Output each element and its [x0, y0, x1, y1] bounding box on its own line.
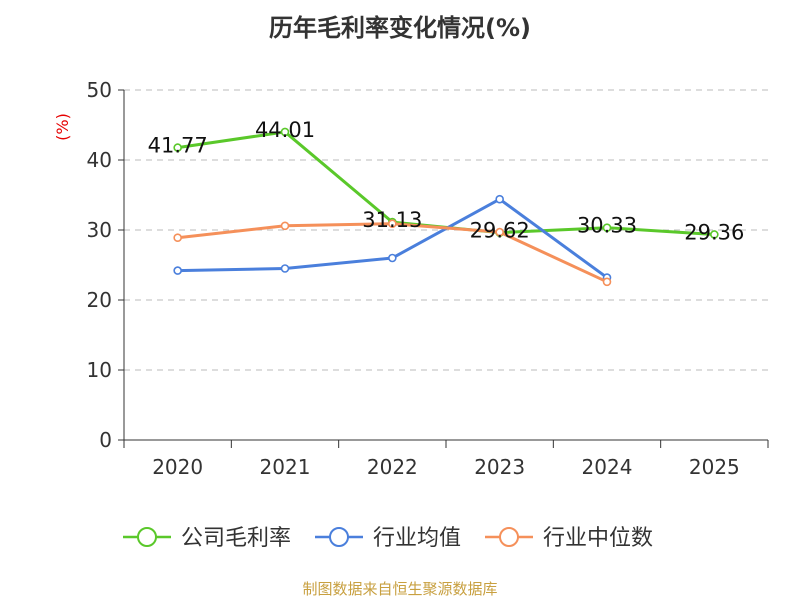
- data-label: 44.01: [255, 118, 315, 142]
- x-tick-label: 2025: [689, 455, 740, 479]
- data-point: [173, 233, 182, 242]
- data-label: 30.33: [577, 214, 637, 238]
- legend-item: 公司毛利率: [123, 526, 291, 551]
- series-lines: [173, 127, 719, 287]
- data-point: [495, 194, 504, 204]
- data-point: [495, 227, 504, 237]
- legend: 公司毛利率 行业均值 行业中位数: [123, 526, 653, 551]
- legend-label: 公司毛利率: [181, 526, 291, 551]
- data-label: 29.36: [684, 220, 744, 244]
- data-point: [280, 127, 290, 137]
- legend-marker-icon: [329, 527, 349, 547]
- x-tick-label: 2023: [474, 455, 525, 479]
- source-note: 制图数据来自恒生聚源数据库: [302, 580, 497, 598]
- legend-marker-icon: [499, 527, 519, 547]
- data-label: 29.62: [470, 219, 530, 243]
- data-point: [173, 266, 182, 275]
- y-tick-label: 40: [87, 148, 112, 172]
- data-point: [173, 143, 182, 152]
- data-point: [710, 230, 719, 239]
- legend-label: 行业中位数: [543, 526, 653, 551]
- x-tick-label: 2021: [260, 455, 311, 479]
- y-tick-label: 50: [87, 78, 112, 102]
- data-point: [602, 223, 612, 232]
- legend-label: 行业均值: [373, 526, 461, 551]
- y-axis-unit: (%): [53, 113, 72, 141]
- legend-item: 行业均值: [315, 526, 461, 551]
- data-point: [388, 253, 397, 263]
- x-tick-label: 2020: [152, 455, 203, 479]
- y-tick-label: 10: [87, 358, 112, 382]
- data-point: [280, 221, 290, 231]
- data-labels: 41.77 44.01 31.13 29.62 30.33 29.36: [148, 118, 745, 245]
- data-point: [388, 219, 397, 228]
- data-point: [280, 264, 290, 273]
- x-tick-label: 2022: [367, 455, 418, 479]
- x-tick-label: 2024: [582, 455, 633, 479]
- legend-marker-icon: [137, 527, 157, 547]
- legend-item: 行业中位数: [485, 526, 653, 551]
- y-tick-label: 0: [99, 428, 112, 452]
- data-label: 31.13: [362, 208, 422, 232]
- y-tick-label: 30: [87, 218, 112, 242]
- chart-title: 历年毛利率变化情况(%): [269, 14, 531, 42]
- y-tick-label: 20: [87, 288, 112, 312]
- axes: 0 10 20 30 40 50 2020 2021 2022 2023 2024 2025: [87, 78, 769, 479]
- data-point: [602, 277, 612, 287]
- data-label: 41.77: [148, 134, 208, 158]
